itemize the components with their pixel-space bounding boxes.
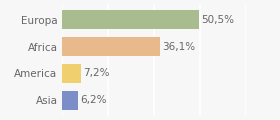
- Text: 50,5%: 50,5%: [201, 15, 234, 25]
- Bar: [62, 10, 199, 29]
- Text: 6,2%: 6,2%: [81, 95, 107, 105]
- Text: 36,1%: 36,1%: [162, 42, 195, 52]
- Text: 7,2%: 7,2%: [83, 68, 110, 78]
- Bar: [62, 37, 160, 56]
- Bar: [62, 91, 78, 110]
- Bar: [62, 64, 81, 83]
